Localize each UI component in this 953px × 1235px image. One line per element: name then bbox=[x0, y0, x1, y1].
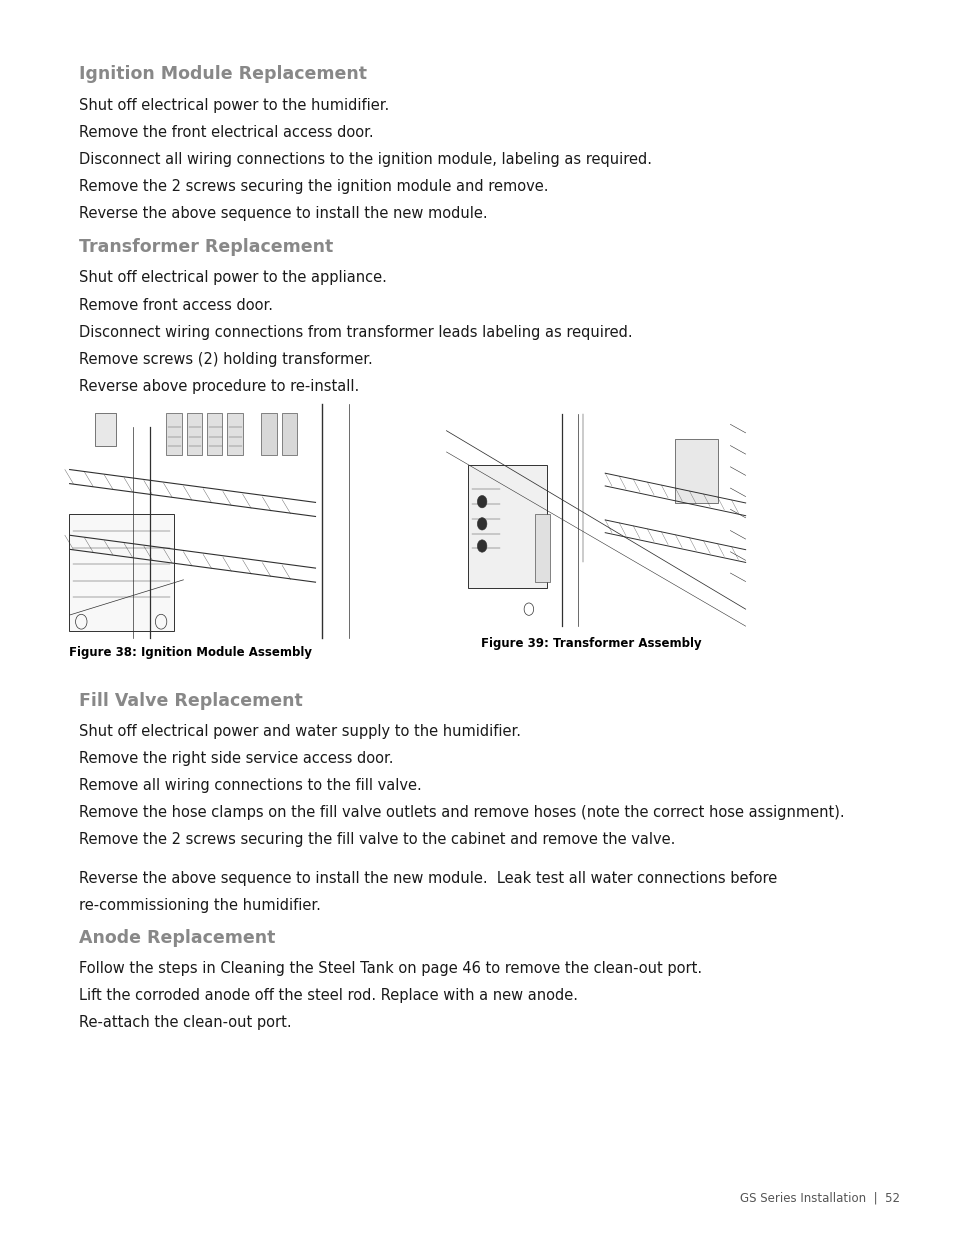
Bar bbox=[207, 414, 222, 456]
Bar bbox=[467, 464, 547, 588]
Text: Ignition Module Replacement: Ignition Module Replacement bbox=[79, 65, 367, 84]
Text: Remove screws (2) holding transformer.: Remove screws (2) holding transformer. bbox=[79, 352, 373, 367]
Text: Disconnect all wiring connections to the ignition module, labeling as required.: Disconnect all wiring connections to the… bbox=[79, 152, 652, 167]
Text: Figure 39: Transformer Assembly: Figure 39: Transformer Assembly bbox=[480, 637, 701, 651]
Circle shape bbox=[476, 495, 486, 508]
Text: Remove the hose clamps on the fill valve outlets and remove hoses (note the corr: Remove the hose clamps on the fill valve… bbox=[79, 805, 844, 820]
Text: Lift the corroded anode off the steel rod. Replace with a new anode.: Lift the corroded anode off the steel ro… bbox=[79, 988, 578, 1003]
Text: Shut off electrical power and water supply to the humidifier.: Shut off electrical power and water supp… bbox=[79, 724, 520, 739]
Text: re-commissioning the humidifier.: re-commissioning the humidifier. bbox=[79, 898, 321, 913]
Text: Remove the 2 screws securing the fill valve to the cabinet and remove the valve.: Remove the 2 screws securing the fill va… bbox=[79, 832, 675, 847]
Bar bbox=[261, 414, 276, 456]
Circle shape bbox=[476, 540, 486, 552]
Text: Follow the steps in Cleaning the Steel Tank on page 46 to remove the clean-out p: Follow the steps in Cleaning the Steel T… bbox=[79, 961, 701, 976]
Text: Fill Valve Replacement: Fill Valve Replacement bbox=[79, 692, 303, 710]
Bar bbox=[187, 414, 202, 456]
Text: Remove the front electrical access door.: Remove the front electrical access door. bbox=[79, 125, 374, 140]
Text: Reverse the above sequence to install the new module.: Reverse the above sequence to install th… bbox=[79, 206, 487, 221]
Text: Remove the right side service access door.: Remove the right side service access doo… bbox=[79, 751, 394, 766]
Text: Anode Replacement: Anode Replacement bbox=[79, 929, 275, 947]
Bar bbox=[95, 414, 115, 446]
Text: Figure 38: Ignition Module Assembly: Figure 38: Ignition Module Assembly bbox=[70, 646, 312, 659]
Bar bbox=[675, 440, 718, 503]
Bar bbox=[69, 514, 173, 631]
Text: Shut off electrical power to the humidifier.: Shut off electrical power to the humidif… bbox=[79, 98, 389, 112]
Text: Remove front access door.: Remove front access door. bbox=[79, 298, 273, 312]
Text: Shut off electrical power to the appliance.: Shut off electrical power to the applian… bbox=[79, 270, 387, 285]
Text: Remove the 2 screws securing the ignition module and remove.: Remove the 2 screws securing the ignitio… bbox=[79, 179, 548, 194]
Circle shape bbox=[476, 517, 486, 530]
Bar bbox=[166, 414, 181, 456]
Text: Reverse the above sequence to install the new module.  Leak test all water conne: Reverse the above sequence to install th… bbox=[79, 871, 777, 885]
Text: GS Series Installation  |  52: GS Series Installation | 52 bbox=[740, 1191, 900, 1204]
Text: Re-attach the clean-out port.: Re-attach the clean-out port. bbox=[79, 1015, 292, 1030]
Text: Remove all wiring connections to the fill valve.: Remove all wiring connections to the fil… bbox=[79, 778, 421, 793]
Text: Disconnect wiring connections from transformer leads labeling as required.: Disconnect wiring connections from trans… bbox=[79, 325, 632, 340]
Bar bbox=[227, 414, 242, 456]
Text: Reverse above procedure to re-install.: Reverse above procedure to re-install. bbox=[79, 379, 359, 394]
Bar bbox=[535, 514, 549, 582]
Bar bbox=[281, 414, 296, 456]
Text: Transformer Replacement: Transformer Replacement bbox=[79, 238, 334, 257]
